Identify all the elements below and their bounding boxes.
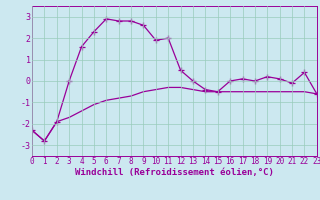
X-axis label: Windchill (Refroidissement éolien,°C): Windchill (Refroidissement éolien,°C) bbox=[75, 168, 274, 177]
